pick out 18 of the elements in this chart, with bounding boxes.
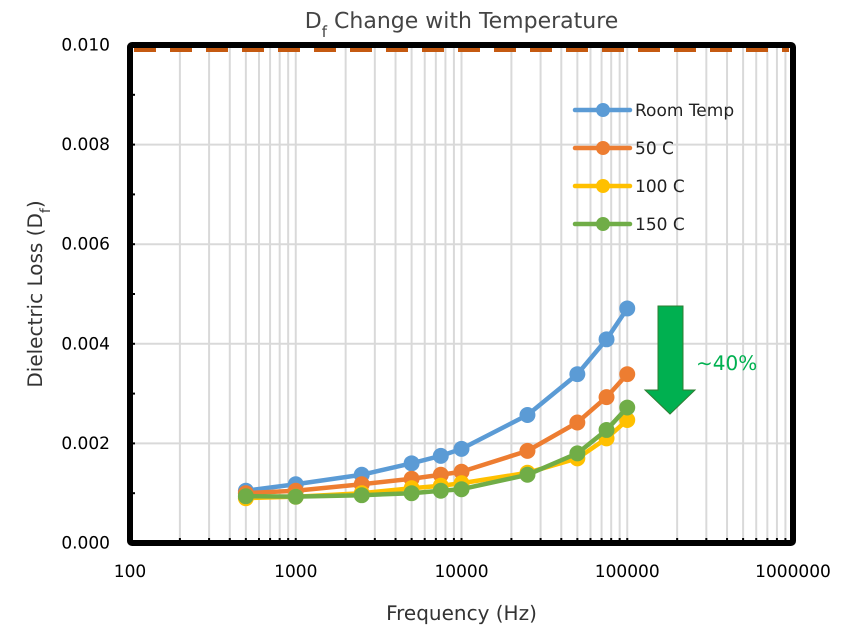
annotation: ~40% bbox=[696, 351, 758, 375]
legend-label: 100 C bbox=[635, 177, 685, 197]
x-tick-label: 1000000 bbox=[755, 562, 831, 582]
x-tick-label: 100000 bbox=[594, 562, 660, 582]
y-tick-label: 0.002 bbox=[61, 434, 110, 454]
legend-label: Room Temp bbox=[635, 101, 734, 121]
chart-title: D$_{f}$ Change with Temperature bbox=[304, 9, 618, 41]
y-tick-label: 0.008 bbox=[61, 135, 110, 156]
legend-label: 150 C bbox=[635, 215, 685, 235]
y-tick-label: 0.010 bbox=[61, 35, 110, 56]
x-tick-label: 100 bbox=[114, 562, 146, 582]
x-axis-title: Frequency (Hz) bbox=[386, 601, 537, 625]
y-tick-label: 0.000 bbox=[61, 533, 110, 554]
x-tick-label: 1000 bbox=[274, 562, 318, 582]
y-tick-label: 0.006 bbox=[61, 234, 110, 255]
y-tick-label: 0.004 bbox=[61, 334, 110, 354]
legend-label: 50 C bbox=[635, 139, 674, 159]
x-tick-label: 10000 bbox=[434, 562, 489, 582]
